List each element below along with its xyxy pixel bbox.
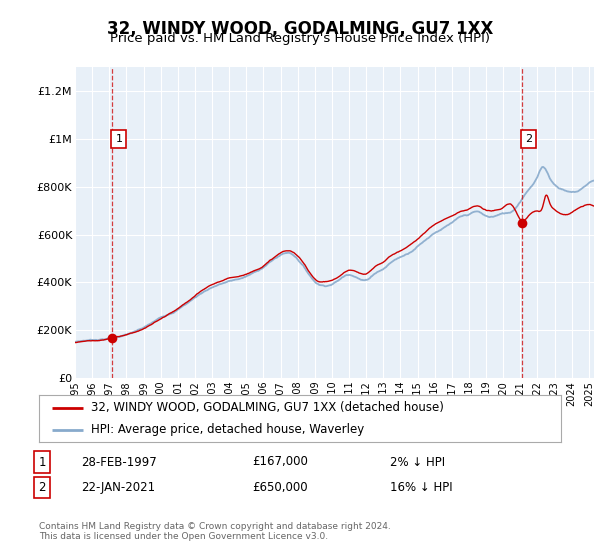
Text: 2: 2 — [38, 480, 46, 494]
Text: 32, WINDY WOOD, GODALMING, GU7 1XX (detached house): 32, WINDY WOOD, GODALMING, GU7 1XX (deta… — [91, 401, 444, 414]
Text: 28-FEB-1997: 28-FEB-1997 — [81, 455, 157, 469]
Text: 1: 1 — [38, 455, 46, 469]
Text: 2% ↓ HPI: 2% ↓ HPI — [390, 455, 445, 469]
Text: Contains HM Land Registry data © Crown copyright and database right 2024.
This d: Contains HM Land Registry data © Crown c… — [39, 522, 391, 542]
Text: 32, WINDY WOOD, GODALMING, GU7 1XX: 32, WINDY WOOD, GODALMING, GU7 1XX — [107, 20, 493, 38]
Text: £650,000: £650,000 — [252, 480, 308, 494]
Text: 16% ↓ HPI: 16% ↓ HPI — [390, 480, 452, 494]
Text: 1: 1 — [115, 134, 122, 144]
Text: 22-JAN-2021: 22-JAN-2021 — [81, 480, 155, 494]
Text: 2: 2 — [525, 134, 532, 144]
Text: HPI: Average price, detached house, Waverley: HPI: Average price, detached house, Wave… — [91, 423, 364, 436]
Text: Price paid vs. HM Land Registry's House Price Index (HPI): Price paid vs. HM Land Registry's House … — [110, 32, 490, 45]
Text: £167,000: £167,000 — [252, 455, 308, 469]
